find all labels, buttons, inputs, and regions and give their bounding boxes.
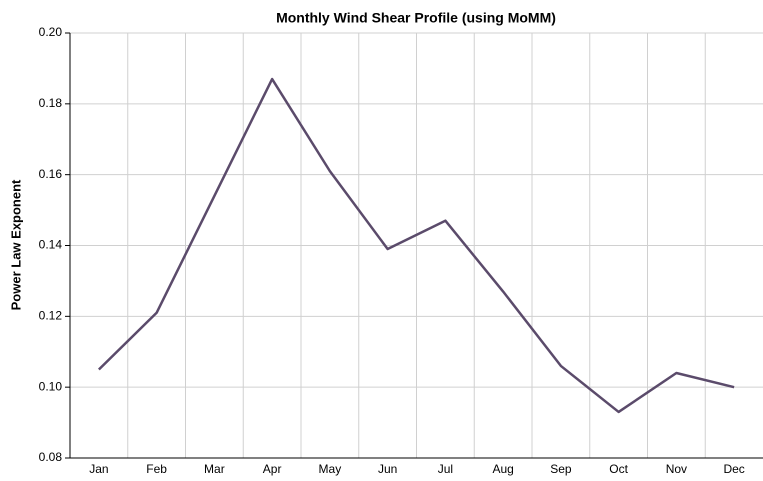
y-tick-label: 0.10	[39, 379, 63, 393]
y-tick-label: 0.18	[39, 96, 63, 110]
data-line	[97, 77, 735, 414]
x-tick-label: Nov	[666, 462, 687, 476]
x-tick-label: Mar	[204, 462, 225, 476]
y-tick-label: 0.16	[39, 167, 63, 181]
y-tick-label: 0.08	[39, 450, 63, 464]
x-tick-label: Aug	[492, 462, 513, 476]
y-tick-label: 0.14	[39, 238, 63, 252]
x-tick-label: May	[319, 462, 342, 476]
y-tick-label: 0.12	[39, 309, 63, 323]
x-tick-label: Dec	[723, 462, 744, 476]
y-axis-label: Power Law Exponent	[8, 179, 23, 310]
chart-title: Monthly Wind Shear Profile (using MoMM)	[276, 10, 556, 26]
x-tick-label: Apr	[263, 462, 282, 476]
x-tick-label: Jun	[378, 462, 397, 476]
x-tick-label: Sep	[550, 462, 572, 476]
x-tick-label: Jan	[89, 462, 108, 476]
x-tick-label: Jul	[438, 462, 453, 476]
y-tick-label: 0.20	[39, 25, 63, 39]
x-tick-label: Feb	[146, 462, 167, 476]
x-tick-label: Oct	[609, 462, 628, 476]
